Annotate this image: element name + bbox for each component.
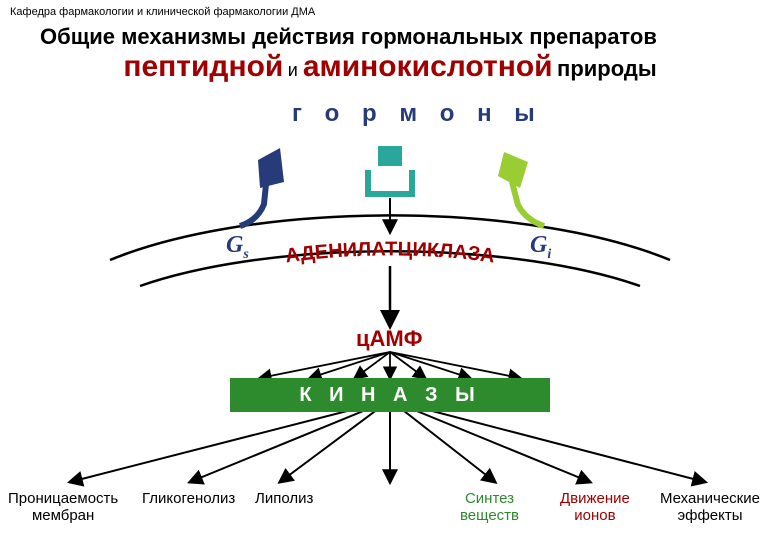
- camp-label: цАМФ: [356, 326, 423, 352]
- effect-label-1: Гликогенолиз: [142, 490, 235, 507]
- kinases-fan-arrows: [70, 400, 705, 482]
- effect-label-4: Движение ионов: [560, 490, 630, 524]
- gi-label: Gi: [530, 232, 551, 263]
- blue-receptor: [240, 184, 266, 226]
- kinases-box: К И Н А З Ы: [230, 378, 550, 412]
- effect-label-3: Синтез веществ: [460, 490, 519, 524]
- blue-ligand: [258, 148, 284, 188]
- teal-ligand: [378, 146, 402, 166]
- lime-receptor: [512, 182, 544, 226]
- effect-label-0: Проницаемость мембран: [8, 490, 118, 524]
- teal-receptor: [368, 170, 412, 194]
- camp-fan-arrows: [260, 352, 520, 378]
- gs-label: Gs: [226, 232, 249, 263]
- diagram-svg: [0, 0, 780, 540]
- effect-label-5: Механические эффекты: [660, 490, 760, 524]
- effect-label-2: Липолиз: [255, 490, 313, 507]
